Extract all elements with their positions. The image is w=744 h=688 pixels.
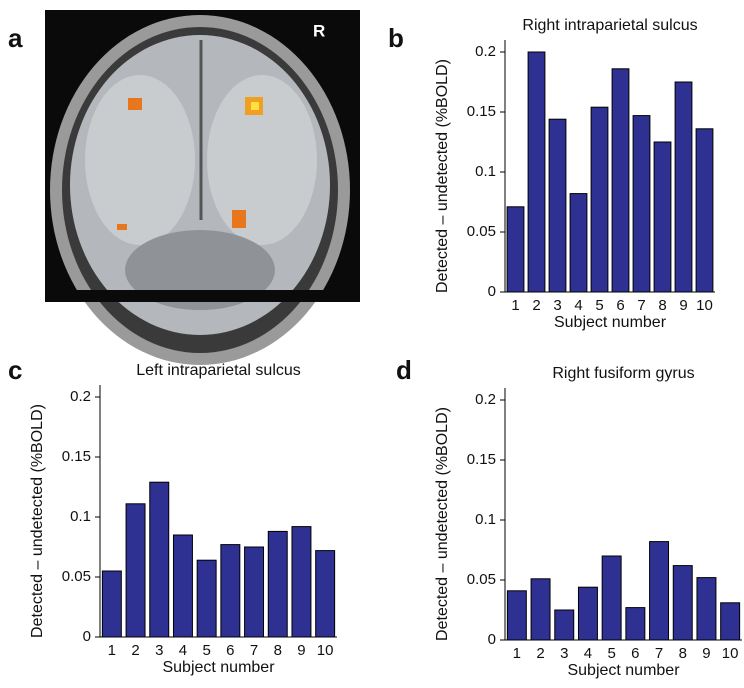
x-tick-label: 5	[202, 642, 210, 659]
x-tick-label: 10	[696, 297, 713, 314]
bar	[721, 603, 740, 640]
x-tick-label: 2	[536, 645, 544, 662]
y-tick-label: 0.2	[475, 43, 496, 60]
y-axis-label: Detected – undetected (%BOLD)	[434, 59, 451, 293]
x-tick-label: 1	[108, 642, 116, 659]
orientation-label: R	[313, 21, 325, 40]
panel-letter: d	[396, 355, 412, 385]
y-tick-label: 0	[488, 631, 496, 648]
x-tick-label: 8	[679, 645, 687, 662]
bar	[591, 107, 608, 292]
bar	[549, 119, 566, 292]
y-tick-label: 0	[488, 283, 496, 300]
panel-letter: a	[8, 23, 23, 53]
bar	[245, 547, 264, 637]
bar	[507, 207, 524, 292]
bar	[570, 194, 587, 292]
y-axis-label: Detected – undetected (%BOLD)	[29, 404, 46, 638]
x-tick-label: 8	[274, 642, 282, 659]
bar	[650, 542, 669, 640]
x-tick-label: 8	[658, 297, 666, 314]
x-tick-label: 9	[297, 642, 305, 659]
y-tick-label: 0.2	[475, 391, 496, 408]
x-tick-label: 6	[616, 297, 624, 314]
bar	[696, 129, 713, 292]
activation	[128, 98, 142, 110]
image-bottom	[45, 290, 360, 302]
y-tick-label: 0	[83, 628, 91, 645]
bar	[673, 566, 692, 640]
x-tick-label: 2	[131, 642, 139, 659]
x-tick-label: 4	[584, 645, 592, 662]
x-tick-label: 10	[317, 642, 334, 659]
y-tick-label: 0.15	[467, 103, 496, 120]
y-tick-label: 0.15	[467, 451, 496, 468]
bar	[602, 556, 621, 640]
x-axis-label: Subject number	[567, 662, 680, 679]
x-tick-label: 2	[532, 297, 540, 314]
x-tick-label: 3	[155, 642, 163, 659]
bar	[316, 551, 335, 637]
bar	[221, 545, 240, 637]
y-tick-label: 0.1	[475, 163, 496, 180]
y-tick-label: 0.1	[475, 511, 496, 528]
x-tick-label: 7	[250, 642, 258, 659]
activation	[251, 102, 259, 110]
y-tick-label: 0.05	[467, 571, 496, 588]
x-tick-label: 6	[631, 645, 639, 662]
bar	[268, 531, 287, 637]
panel-letter: c	[8, 355, 22, 385]
x-tick-label: 3	[553, 297, 561, 314]
x-tick-label: 1	[513, 645, 521, 662]
bar	[102, 571, 121, 637]
x-tick-label: 10	[722, 645, 739, 662]
activation	[117, 224, 127, 230]
y-axis-label: Detected – undetected (%BOLD)	[434, 407, 451, 641]
x-tick-label: 1	[511, 297, 519, 314]
bar	[675, 82, 692, 292]
chart-title: Right fusiform gyrus	[552, 365, 694, 382]
panel-letter: b	[388, 23, 404, 53]
x-tick-label: 5	[595, 297, 603, 314]
bar	[697, 578, 716, 640]
y-tick-label: 0.15	[62, 448, 91, 465]
bar	[633, 116, 650, 292]
bar	[578, 587, 597, 640]
x-tick-label: 9	[702, 645, 710, 662]
chart-title: Left intraparietal sulcus	[136, 362, 301, 379]
x-tick-label: 6	[226, 642, 234, 659]
y-tick-label: 0.05	[467, 223, 496, 240]
y-tick-label: 0.05	[62, 568, 91, 585]
x-tick-label: 3	[560, 645, 568, 662]
bar	[507, 591, 526, 640]
bar	[126, 504, 145, 637]
bar	[612, 69, 629, 292]
activation	[232, 210, 246, 228]
bar	[654, 142, 671, 292]
chart-title: Right intraparietal sulcus	[522, 17, 697, 34]
x-axis-label: Subject number	[162, 659, 275, 676]
brain-image: R a	[8, 10, 360, 365]
x-axis-label: Subject number	[554, 314, 667, 331]
bar	[626, 608, 645, 640]
x-tick-label: 4	[179, 642, 187, 659]
x-tick-label: 5	[607, 645, 615, 662]
x-tick-label: 7	[637, 297, 645, 314]
x-tick-label: 7	[655, 645, 663, 662]
bar	[173, 535, 192, 637]
bar	[197, 560, 216, 637]
bar	[292, 527, 311, 637]
bar	[555, 610, 574, 640]
bar	[528, 52, 545, 292]
x-tick-label: 9	[679, 297, 687, 314]
figure: R a 00.050.10.150.212345678910Right intr…	[0, 0, 744, 683]
x-tick-label: 4	[574, 297, 582, 314]
y-tick-label: 0.2	[70, 388, 91, 405]
bar	[531, 579, 550, 640]
bar	[150, 482, 169, 637]
y-tick-label: 0.1	[70, 508, 91, 525]
